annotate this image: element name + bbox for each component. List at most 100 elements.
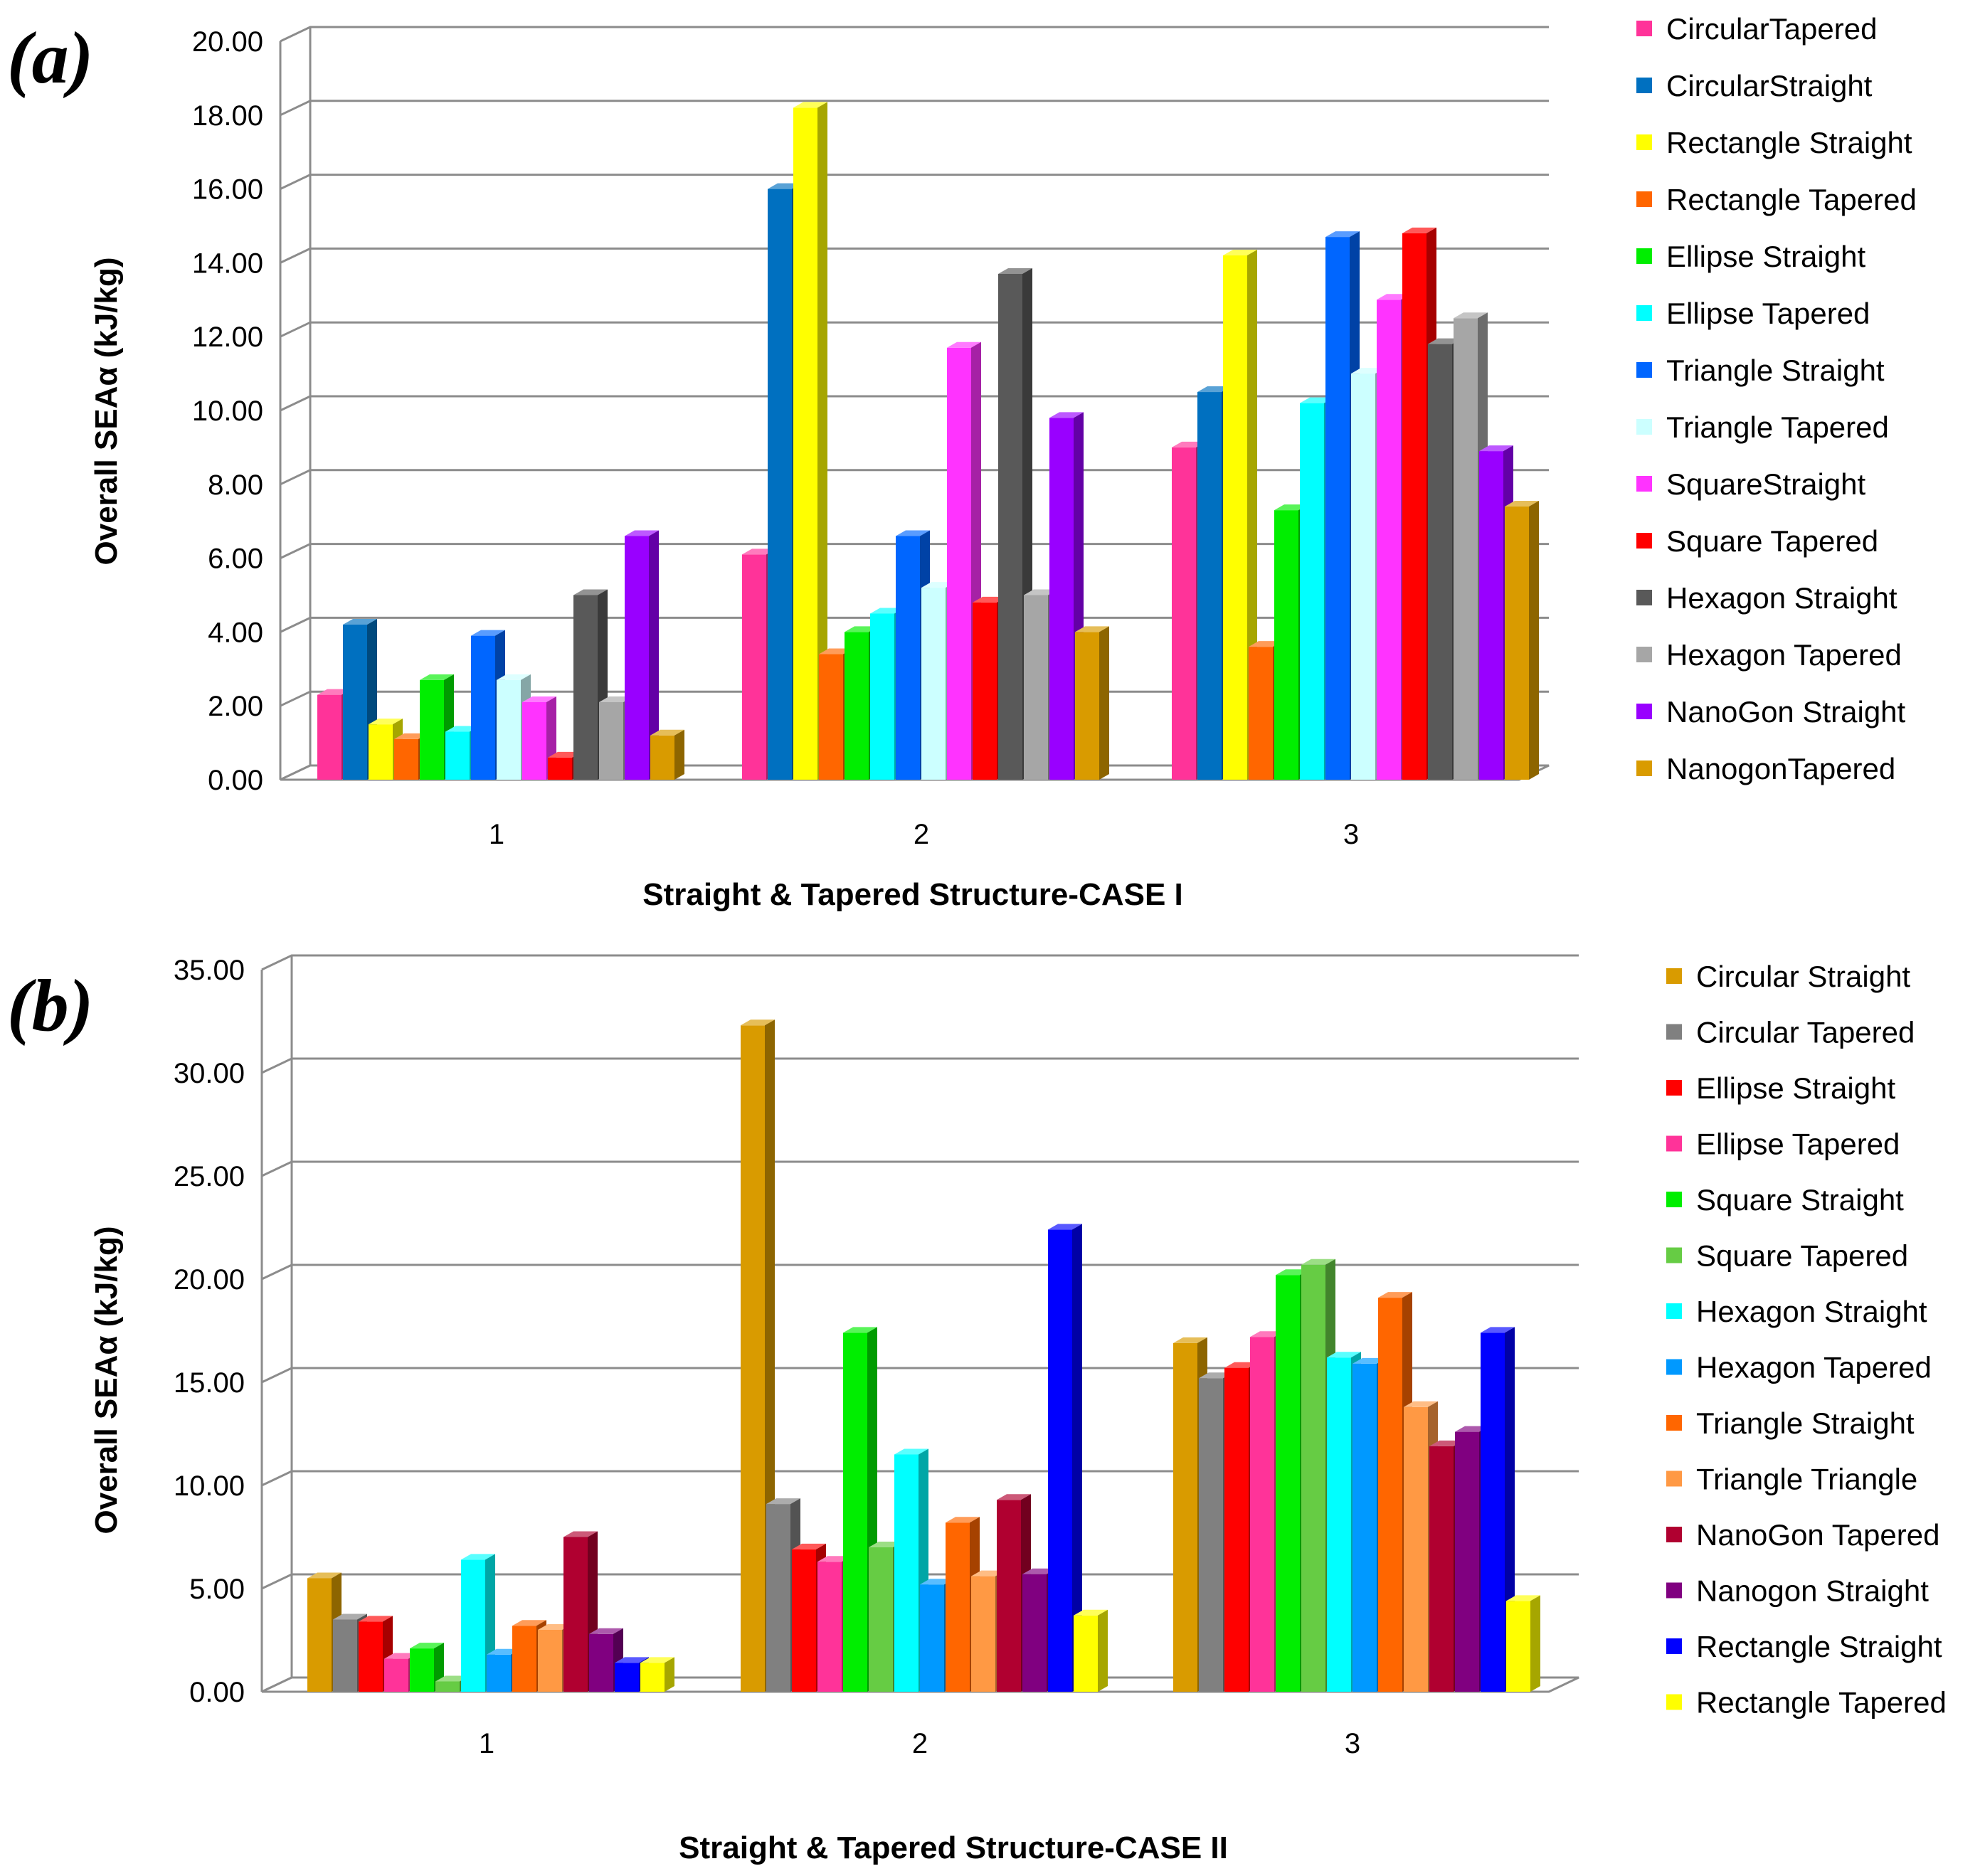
y-tick-label: 30.00 [174,1058,245,1089]
bar [1505,500,1539,780]
bar-top [471,630,505,636]
bar-top [420,674,454,680]
legend-label: Rectangle Straight [1696,1630,1942,1663]
x-tick-label: 2 [914,819,929,850]
y-tick-label: 18.00 [192,100,263,132]
legend-label: CircularTapered [1666,12,1877,46]
legend-item: Triangle Straight [1636,354,1885,387]
legend-swatch [1636,305,1652,321]
bar-top [1402,227,1436,233]
x-axis-title: Straight & Tapered Structure-CASE I [642,877,1183,912]
bar-front [1481,1332,1505,1692]
bar-front [1404,1406,1428,1692]
bar-side [1072,1224,1082,1692]
legend-label: Triangle Straight [1666,354,1885,387]
legend-item: Triangle Tapered [1636,410,1889,444]
bar-front [599,702,623,780]
legend-label: Circular Straight [1696,960,1910,993]
legend-label: CircularStraight [1666,69,1873,102]
bar-top [793,102,827,108]
legend-swatch [1666,1582,1682,1599]
bar-top [1327,1352,1361,1358]
bar-top [741,1019,775,1026]
legend-item: Square Tapered [1666,1239,1908,1273]
y-tick-label: 10.00 [174,1470,245,1502]
bar-top [1479,445,1513,452]
y-tick-label: 6.00 [208,544,263,575]
bar-front [522,702,546,780]
legend-label: Triangle Triangle [1696,1463,1917,1496]
legend-item: Ellipse Straight [1636,240,1865,273]
bar-front [1454,318,1478,780]
x-tick-label: 2 [912,1728,928,1759]
bar-top [1048,1224,1082,1230]
bar-side [1098,1609,1108,1692]
bar [625,530,659,780]
bar-top [615,1657,649,1663]
bar-front [1429,1446,1454,1692]
bar-front [573,595,598,780]
bar-top [947,341,981,348]
bar-top [497,674,531,680]
y-tick-label: 4.00 [208,617,263,648]
bar-top [512,1620,546,1626]
bar [359,1616,393,1692]
bar-top [997,1494,1031,1500]
legend-label: Hexagon Tapered [1666,638,1902,672]
bar-top [1481,1327,1515,1333]
bar-front [435,1681,460,1692]
legend-label: Rectangle Tapered [1696,1686,1947,1719]
bar-front [384,1658,408,1692]
bar-front [742,554,766,780]
bar-front [369,724,393,780]
bar [589,1628,623,1692]
x-tick-label: 3 [1343,819,1359,850]
bar-front [1049,418,1074,780]
legend-item: Hexagon Straight [1636,581,1897,615]
bar-front [1378,1298,1402,1692]
bar-front [792,1549,816,1692]
legend-swatch [1666,1638,1682,1654]
bar-front [1199,1378,1223,1692]
legend-swatch [1636,704,1652,719]
bar-side [1529,500,1539,780]
bar-front [650,735,674,780]
legend-label: Hexagon Tapered [1696,1351,1932,1384]
x-axis-title: Straight & Tapered Structure-CASE II [679,1830,1228,1865]
bar [793,102,827,780]
bar-front [997,1500,1021,1692]
bar-top [946,1517,980,1523]
bar-top [625,530,659,536]
legend-swatch [1636,362,1652,378]
bar-front [1048,1229,1072,1692]
y-tick-labels: 0.00 2.00 4.00 6.00 8.00 10.00 12.00 14.00 16.00… [192,26,263,796]
bar-top [1049,412,1084,418]
panel-label-a: (a) [7,17,93,99]
y-tick-label: 10.00 [192,396,263,427]
legend-item: SquareStraight [1636,467,1866,501]
bar-top [1506,1595,1540,1601]
legend-label: Ellipse Tapered [1666,297,1870,330]
bar [1049,412,1084,780]
legend-item: CircularStraight [1636,69,1873,102]
legend-swatch [1666,1527,1682,1542]
bar-top [307,1572,342,1579]
bar-front [971,1576,995,1692]
legend: CircularTapered CircularStraight Rectangle… [1636,12,1917,785]
bar-front [817,1562,842,1692]
bar-top [333,1613,367,1620]
legend-swatch [1636,78,1652,93]
bar-front [625,536,649,780]
legend-swatch [1666,968,1682,984]
y-tick-labels: 0.00 5.00 10.00 15.00 20.00 25.00 30.00 35.00 [174,955,245,1708]
bar-front [1197,392,1222,780]
legend-item: CircularTapered [1636,12,1877,46]
bar-front [445,731,470,780]
y-tick-label: 15.00 [174,1367,245,1399]
y-tick-label: 12.00 [192,322,263,353]
y-tick-label: 0.00 [208,765,263,796]
bar-front [920,1584,944,1692]
bar-front [1351,373,1375,780]
bar-top [573,589,608,595]
legend-item: Ellipse Tapered [1636,297,1870,330]
